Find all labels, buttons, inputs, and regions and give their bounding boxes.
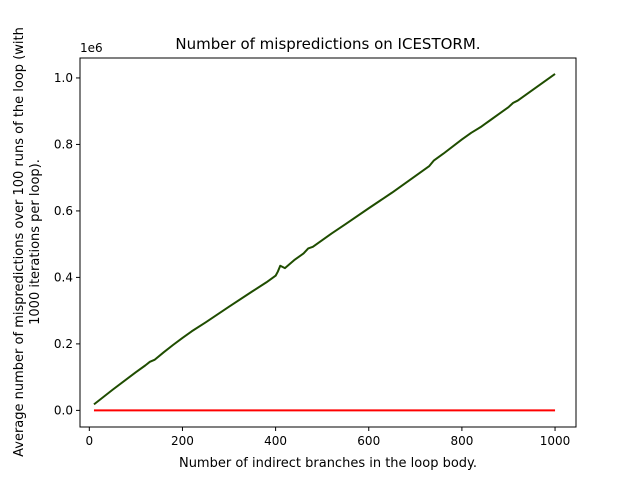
x-tick-label: 600	[357, 434, 380, 448]
series-line-1	[93, 73, 556, 406]
y-tick-label: 0.4	[54, 270, 73, 284]
y-tick-label: 0.0	[54, 403, 73, 417]
chart-title: Number of mispredictions on ICESTORM.	[175, 35, 480, 53]
x-tick-label: 400	[264, 434, 287, 448]
x-tick-label: 1000	[540, 434, 571, 448]
y-tick-label: 1.0	[54, 71, 73, 85]
y-tick-label: 0.8	[54, 137, 73, 151]
x-axis: 0 200 400 600 800 1000	[85, 427, 570, 448]
y-axis-label-line-1: Average number of mispredictions over 10…	[12, 27, 27, 457]
plot-area: 0 200 400 600 800 1000 0.0 0.2 0.4 0.6 0.8 1.0	[54, 57, 577, 448]
x-tick-label: 800	[450, 434, 473, 448]
x-tick-label: 200	[171, 434, 194, 448]
y-axis-label-line-2: 1000 iterations per loop).	[28, 159, 43, 325]
plot-frame	[79, 57, 577, 428]
y-offset-label: 1e6	[80, 41, 103, 55]
y-axis: 0.0 0.2 0.4 0.6 0.8 1.0	[54, 71, 80, 417]
y-tick-label: 0.2	[54, 337, 73, 351]
series-layer	[93, 73, 556, 412]
y-tick-label: 0.6	[54, 204, 73, 218]
x-tick-label: 0	[85, 434, 93, 448]
x-axis-label: Number of indirect branches in the loop …	[179, 456, 477, 471]
